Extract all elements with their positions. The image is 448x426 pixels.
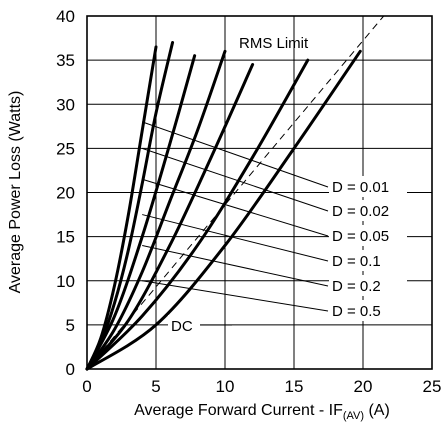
duty-cycle-label-background	[329, 250, 407, 271]
rms-limit-label: RMS Limit	[239, 35, 309, 52]
x-axis-label: Average Forward Current - IF(AV) (A)	[134, 402, 390, 422]
curve-dc	[85, 49, 362, 371]
y-tick-label: 10	[56, 272, 75, 291]
x-axis-label-subscript: (AV)	[343, 410, 364, 422]
y-tick-label: 30	[56, 95, 75, 114]
x-axis-label-unit: (A)	[364, 402, 390, 419]
duty-cycle-label-background	[329, 200, 407, 221]
x-axis-label-letter: F	[333, 402, 343, 419]
y-axis-label: Average Power Loss (Watts)	[7, 91, 24, 294]
duty-cycle-leader	[142, 244, 329, 287]
y-tick-label: 40	[56, 7, 75, 26]
duty-cycle-leader	[142, 214, 329, 262]
duty-cycle-label-background	[329, 176, 407, 197]
duty-cycle-leader	[142, 121, 329, 188]
duty-cycle-label: D = 0.5	[332, 303, 381, 320]
duty-cycle-label: D = 0.01	[332, 179, 389, 196]
y-tick-label: 15	[56, 228, 75, 247]
x-tick-label: 20	[354, 377, 373, 396]
duty-cycle-leader	[142, 147, 329, 212]
curve-d-0-5	[85, 58, 310, 371]
curve-d-0-2	[85, 63, 255, 371]
dc-label: DC	[171, 318, 193, 335]
duty-cycle-curves	[85, 40, 362, 371]
x-tick-label: 15	[285, 377, 304, 396]
tick-labels: 0 5 10 15 20 25 0 5 10 15 20 25 30 35 40	[56, 7, 441, 396]
curve-d-0-01	[85, 45, 158, 371]
y-tick-label: 0	[66, 360, 75, 379]
x-axis-label-main: Average Forward Current - I	[134, 402, 333, 419]
y-tick-label: 20	[56, 184, 75, 203]
dc-label-background	[168, 315, 200, 335]
duty-cycle-label-background	[329, 275, 407, 296]
label-leaders	[142, 121, 329, 326]
x-tick-label: 5	[151, 377, 160, 396]
x-tick-label: 10	[216, 377, 235, 396]
y-tick-label: 35	[56, 51, 75, 70]
annotation-labels: RMS Limit DC D = 0.01 D = 0.02 D = 0.05 D = 0…	[168, 35, 407, 335]
duty-cycle-label: D = 0.02	[332, 203, 389, 220]
duty-cycle-label: D = 0.1	[332, 253, 381, 270]
duty-cycle-leader	[142, 280, 329, 312]
duty-cycle-label: D = 0.05	[332, 228, 389, 245]
x-tick-label: 0	[82, 377, 91, 396]
curve-d-0-05	[85, 54, 197, 371]
curve-d-0-1	[85, 49, 227, 371]
plot-frame	[86, 15, 433, 370]
duty-cycle-leader	[142, 178, 329, 237]
y-tick-label: 25	[56, 139, 75, 158]
duty-cycle-label: D = 0.2	[332, 278, 381, 295]
x-tick-label: 25	[423, 377, 442, 396]
duty-cycle-label-background	[329, 300, 407, 321]
y-tick-label: 5	[66, 316, 75, 335]
duty-cycle-label-background	[329, 225, 407, 246]
